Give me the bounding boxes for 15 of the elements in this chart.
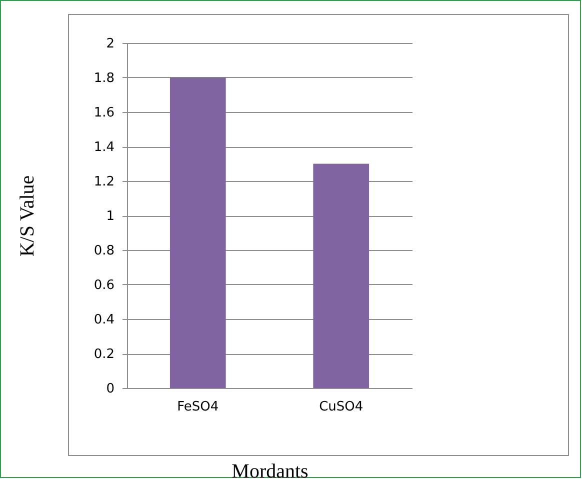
- x-tick-label: FeSO4: [177, 400, 219, 414]
- y-tick-label: 1: [106, 209, 114, 224]
- y-tick-label: 0.6: [94, 278, 114, 293]
- y-tick-label: 1.6: [94, 106, 114, 120]
- y-tick-label: 1.8: [94, 71, 114, 86]
- y-tick-label: 1.2: [94, 174, 114, 190]
- y-tick-label: 1.4: [94, 140, 114, 155]
- y-tick-label: 0.8: [94, 244, 114, 258]
- y-tick-label: 0.4: [94, 312, 114, 328]
- y-axis-title: K/S Value: [16, 175, 38, 257]
- y-tick-label: 0: [106, 382, 114, 396]
- x-axis-title: Mordants: [232, 460, 309, 479]
- x-tick-label: CuSO4: [319, 400, 364, 414]
- y-tick-label: 0.2: [94, 347, 114, 362]
- y-tick-label: 2: [106, 36, 114, 52]
